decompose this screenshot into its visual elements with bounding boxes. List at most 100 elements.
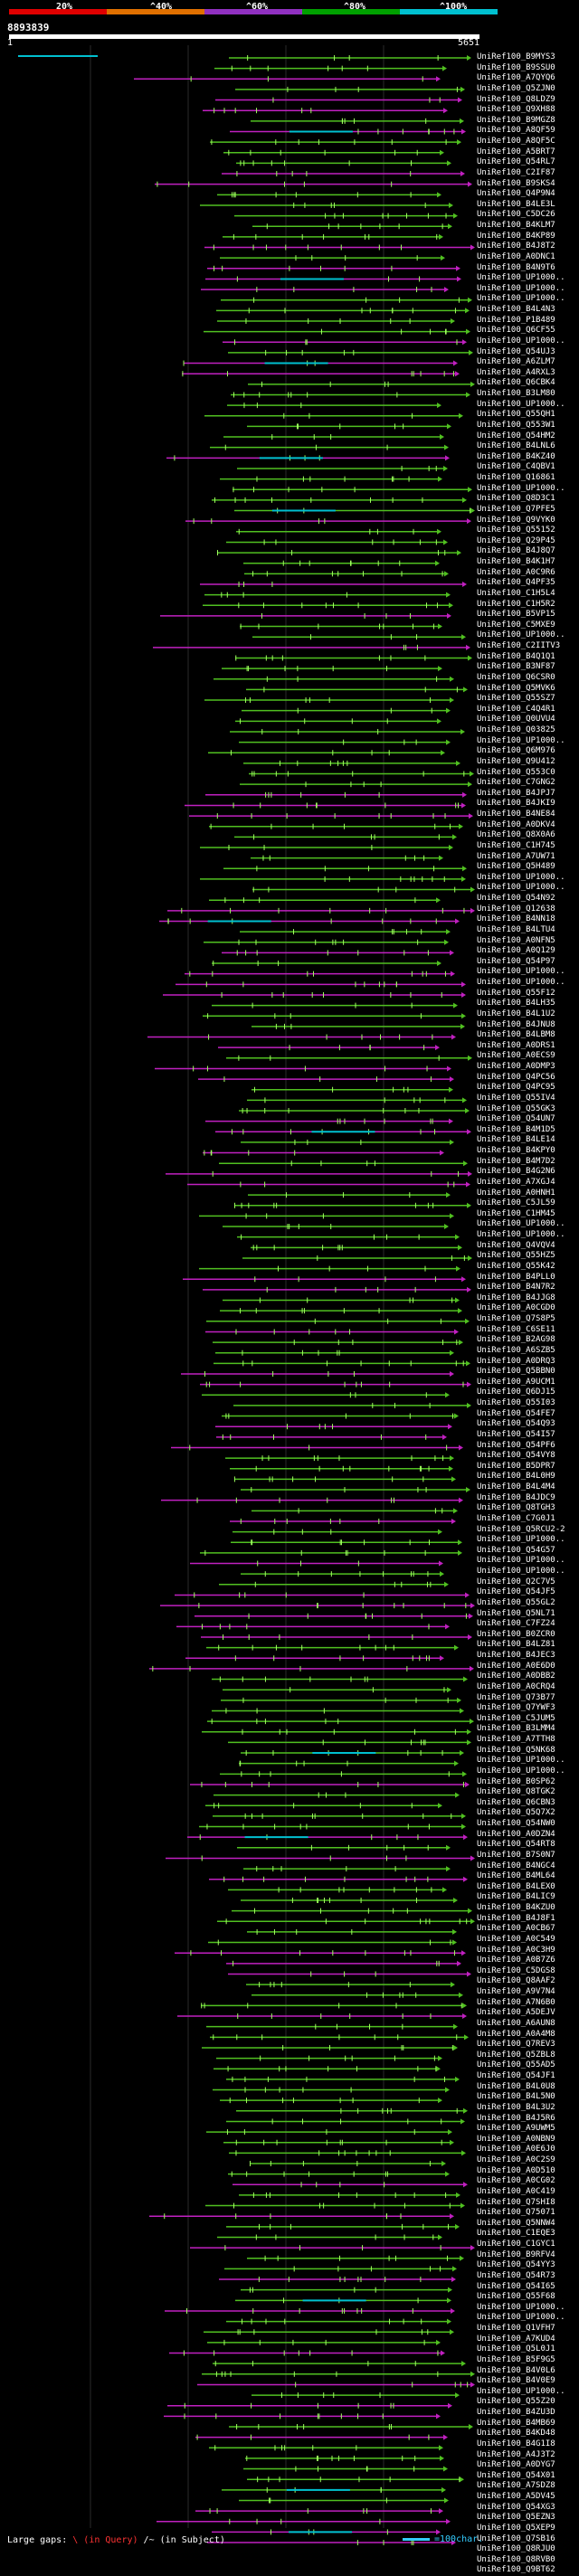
hit-id[interactable]: UniRef100_A5DEJV	[477, 2008, 555, 2018]
hit-id[interactable]: UniRef100_B4G2N6	[477, 1167, 555, 1177]
hit-id[interactable]: UniRef100_UP1000..	[477, 1535, 565, 1545]
hit-id[interactable]: UniRef100_UP1000..	[477, 2313, 565, 2323]
hit-id[interactable]: UniRef100_UP1000..	[477, 883, 565, 893]
hit-id[interactable]: UniRef100_UP1000..	[477, 2386, 565, 2396]
hit-id[interactable]: UniRef100_C4Q4R1	[477, 704, 555, 714]
hit-id[interactable]: UniRef100_Q29P45	[477, 535, 555, 545]
hit-id[interactable]: UniRef100_C7GNG2	[477, 778, 555, 788]
hit-id[interactable]: UniRef100_C5JL59	[477, 1198, 555, 1208]
hit-id[interactable]: UniRef100_Q5BBN0	[477, 1367, 555, 1377]
hit-id[interactable]: UniRef100_UP1000..	[477, 2302, 565, 2312]
hit-id[interactable]: UniRef100_Q55AD5	[477, 2060, 555, 2070]
hit-id[interactable]: UniRef100_B9SSU0	[477, 62, 555, 72]
hit-id[interactable]: UniRef100_A8QF59	[477, 126, 555, 136]
hit-id[interactable]: UniRef100_Q7SB16	[477, 2533, 555, 2543]
hit-id[interactable]: UniRef100_UP1000..	[477, 1567, 565, 1576]
hit-id[interactable]: UniRef100_UP1000..	[477, 967, 565, 977]
hit-id[interactable]: UniRef100_A0DMP3	[477, 1062, 555, 1071]
hit-id[interactable]: UniRef100_B4LTU4	[477, 924, 555, 934]
hit-id[interactable]: UniRef100_Q54RT8	[477, 1840, 555, 1850]
hit-id[interactable]: UniRef100_B4KLM7	[477, 221, 555, 230]
hit-id[interactable]: UniRef100_Q5EZN3	[477, 2513, 555, 2523]
hit-id[interactable]: UniRef100_Q73B77	[477, 1692, 555, 1702]
hit-id[interactable]: UniRef100_B4KPY0	[477, 1146, 555, 1155]
hit-id[interactable]: UniRef100_B4LZ81	[477, 1640, 555, 1650]
hit-id[interactable]: UniRef100_Q8X0A6	[477, 830, 555, 840]
hit-id[interactable]: UniRef100_B7S0N7	[477, 1850, 555, 1860]
hit-id[interactable]: UniRef100_C2IF87	[477, 167, 555, 177]
hit-id[interactable]: UniRef100_Q54RL7	[477, 157, 555, 167]
hit-id[interactable]: UniRef100_Q1VFH7	[477, 2324, 555, 2333]
hit-id[interactable]: UniRef100_Q54JF5	[477, 1587, 555, 1597]
hit-id[interactable]: UniRef100_B4L1U2	[477, 1009, 555, 1018]
hit-id[interactable]: UniRef100_C1H5L4	[477, 588, 555, 598]
hit-id[interactable]: UniRef100_B4G1I8	[477, 2439, 555, 2448]
hit-id[interactable]: UniRef100_B4LE3L	[477, 199, 555, 209]
hit-id[interactable]: UniRef100_B4LIC9	[477, 1892, 555, 1902]
hit-id[interactable]: UniRef100_UP1000..	[477, 1766, 565, 1776]
hit-id[interactable]: UniRef100_Q55GL2	[477, 1597, 555, 1607]
hit-id[interactable]: UniRef100_Q54Q93	[477, 1419, 555, 1429]
hit-id[interactable]: UniRef100_B4KP89	[477, 231, 555, 241]
hit-id[interactable]: UniRef100_A0CB67	[477, 1924, 555, 1934]
hit-id[interactable]: UniRef100_C6SE11	[477, 1324, 555, 1334]
hit-id[interactable]: UniRef100_A0CG02	[477, 2176, 555, 2186]
hit-id[interactable]: UniRef100_UP1000..	[477, 1556, 565, 1566]
hit-id[interactable]: UniRef100_B3NF87	[477, 662, 555, 672]
hit-id[interactable]: UniRef100_Q8D3C1	[477, 494, 555, 504]
hit-id[interactable]: UniRef100_B4Q1Q1	[477, 651, 555, 661]
hit-id[interactable]: UniRef100_Q553W1	[477, 420, 555, 430]
hit-id[interactable]: UniRef100_A0DBB2	[477, 1672, 555, 1681]
hit-id[interactable]: UniRef100_C1EQE3	[477, 2229, 555, 2239]
hit-id[interactable]: UniRef100_B4PLL0	[477, 1272, 555, 1282]
hit-id[interactable]: UniRef100_B4JEC3	[477, 1651, 555, 1660]
hit-id[interactable]: UniRef100_A0A4M8	[477, 2029, 555, 2039]
hit-id[interactable]: UniRef100_Q8RVB0	[477, 2554, 555, 2564]
hit-id[interactable]: UniRef100_Q54I57	[477, 1429, 555, 1439]
hit-id[interactable]: UniRef100_B4L3U2	[477, 2102, 555, 2112]
hit-id[interactable]: UniRef100_Q55IV4	[477, 1093, 555, 1103]
hit-id[interactable]: UniRef100_A0DRQ3	[477, 1356, 555, 1366]
hit-id[interactable]: UniRef100_C5MXE9	[477, 620, 555, 630]
hit-id[interactable]: UniRef100_B4ML64	[477, 1871, 555, 1881]
hit-id[interactable]: UniRef100_B4JPJ7	[477, 788, 555, 798]
hit-id[interactable]: UniRef100_A0C419	[477, 2186, 555, 2196]
hit-id[interactable]: UniRef100_B0SP62	[477, 1776, 555, 1786]
hit-id[interactable]: UniRef100_Q54VY8	[477, 1451, 555, 1461]
hit-id[interactable]: UniRef100_B4L4M4	[477, 1482, 555, 1492]
hit-id[interactable]: UniRef100_Q6CBK4	[477, 378, 555, 388]
hit-id[interactable]: UniRef100_Q54XG3	[477, 2502, 555, 2512]
hit-id[interactable]: UniRef100_C1H5R2	[477, 599, 555, 609]
hit-id[interactable]: UniRef100_B3LM80	[477, 389, 555, 398]
hit-id[interactable]: UniRef100_Q4PC95	[477, 1083, 555, 1093]
hit-id[interactable]: UniRef100_B3LMM4	[477, 1724, 555, 1734]
hit-id[interactable]: UniRef100_A0DYG7	[477, 2460, 555, 2470]
hit-id[interactable]: UniRef100_Q7YWF3	[477, 1703, 555, 1713]
hit-id[interactable]: UniRef100_UP1000..	[477, 399, 565, 409]
hit-id[interactable]: UniRef100_Q9BT62	[477, 2565, 555, 2575]
hit-id[interactable]: UniRef100_Q9VYK0	[477, 515, 555, 525]
hit-id[interactable]: UniRef100_A0ECS9	[477, 1051, 555, 1061]
hit-id[interactable]: UniRef100_Q4PF35	[477, 578, 555, 588]
hit-id[interactable]: UniRef100_Q0UVU4	[477, 715, 555, 724]
hit-id[interactable]: UniRef100_Q6CF55	[477, 326, 555, 336]
hit-id[interactable]: UniRef100_Q5RCU2-2	[477, 1524, 565, 1534]
hit-id[interactable]: UniRef100_B4L0U8	[477, 2081, 555, 2091]
hit-id[interactable]: UniRef100_A7TTH8	[477, 1735, 555, 1744]
hit-id[interactable]: UniRef100_Q6DJ15	[477, 1387, 555, 1397]
hit-id[interactable]: UniRef100_A9UWM5	[477, 2124, 555, 2134]
hit-id[interactable]: UniRef100_Q9XH88	[477, 105, 555, 115]
hit-id[interactable]: UniRef100_UP1000..	[477, 735, 565, 745]
hit-id[interactable]: UniRef100_A6ZLM7	[477, 357, 555, 367]
hit-id[interactable]: UniRef100_B4J5R6	[477, 2113, 555, 2123]
hit-id[interactable]: UniRef100_A0C9R6	[477, 567, 555, 577]
hit-id[interactable]: UniRef100_Q7S8P5	[477, 1314, 555, 1323]
hit-id[interactable]: UniRef100_A0DNC1	[477, 251, 555, 261]
hit-id[interactable]: UniRef100_Q55152	[477, 526, 555, 535]
hit-id[interactable]: UniRef100_Q4PC56	[477, 1072, 555, 1082]
hit-id[interactable]: UniRef100_Q7SHI8	[477, 2197, 555, 2207]
hit-id[interactable]: UniRef100_B4KD48	[477, 2429, 555, 2439]
hit-id[interactable]: UniRef100_Q54YY3	[477, 2260, 555, 2270]
hit-id[interactable]: UniRef100_B4LH35	[477, 999, 555, 1009]
hit-id[interactable]: UniRef100_B4LEX0	[477, 1881, 555, 1891]
